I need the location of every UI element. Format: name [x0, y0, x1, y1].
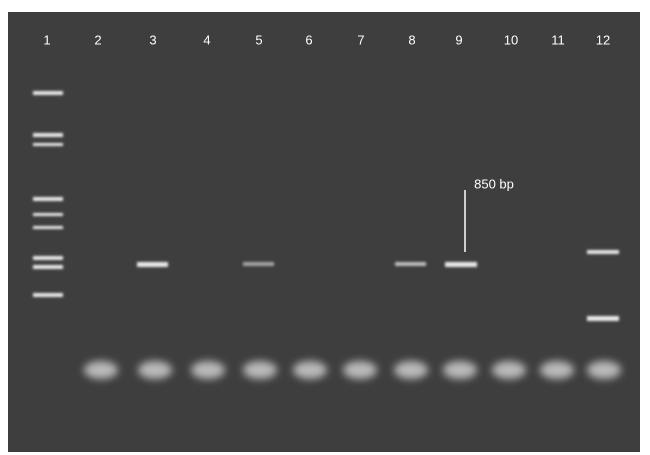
band [395, 262, 426, 266]
primer-dimer [394, 361, 428, 379]
lane-label: 4 [203, 32, 210, 47]
ladder-band [33, 265, 63, 269]
ladder-band [33, 226, 63, 229]
lane-label: 12 [596, 32, 610, 47]
primer-dimer [243, 361, 277, 379]
lane-label: 3 [149, 32, 156, 47]
ladder-band [33, 197, 63, 201]
ladder-band [33, 143, 63, 146]
ladder-band [33, 213, 63, 216]
lane-label: 1 [43, 32, 50, 47]
primer-dimer [587, 361, 621, 379]
band [243, 262, 274, 266]
primer-dimer [293, 361, 327, 379]
lane-label: 6 [305, 32, 312, 47]
primer-dimer [492, 361, 526, 379]
band [137, 262, 168, 267]
primer-dimer [343, 361, 377, 379]
band [587, 316, 619, 321]
gel-background [8, 12, 640, 452]
primer-dimer [540, 361, 574, 379]
primer-dimer [191, 361, 225, 379]
annotation: 850 bp [474, 176, 514, 191]
ladder-band [33, 293, 63, 297]
lane-label: 5 [255, 32, 262, 47]
primer-dimer [443, 361, 477, 379]
ladder-band [33, 91, 63, 95]
gel-image: 1 2 3 4 5 6 7 8 9 10 11 12 [0, 0, 650, 455]
lane-label: 10 [504, 32, 518, 47]
band [587, 250, 619, 254]
lane-label: 2 [94, 32, 101, 47]
ladder-band [33, 256, 63, 260]
band [445, 262, 477, 267]
lane-label: 9 [455, 32, 462, 47]
ladder-band [33, 133, 63, 137]
lane-label: 8 [408, 32, 415, 47]
lane-label: 7 [357, 32, 364, 47]
lane-label: 11 [551, 32, 565, 47]
primer-dimer [84, 361, 118, 379]
primer-dimer [138, 361, 172, 379]
